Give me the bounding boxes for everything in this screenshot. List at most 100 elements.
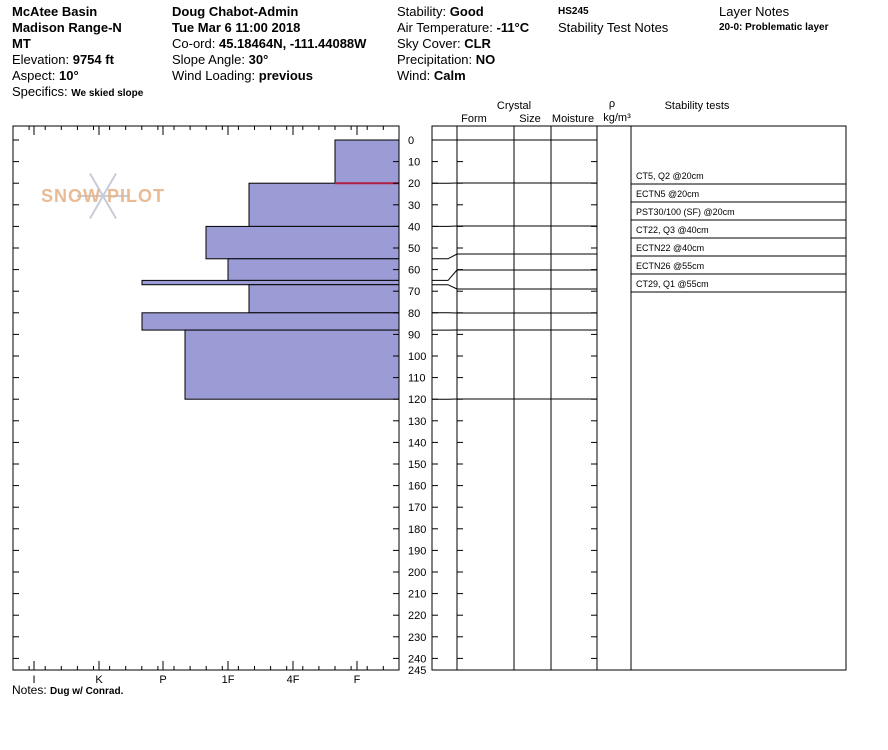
sky-cover-row: Sky Cover: CLR: [397, 36, 529, 52]
layer-frame: [431, 125, 847, 671]
coord-row: Co-ord: 45.18464N, -111.44088W: [172, 36, 366, 52]
density-unit-header: kg/m³: [603, 112, 631, 124]
depth-max-label: 245: [408, 665, 426, 677]
depth-label: 200: [408, 567, 426, 579]
notes-label: Notes:: [12, 683, 47, 697]
aspect-value: 10°: [58, 68, 79, 83]
depth-label: 180: [408, 524, 426, 536]
hs-value: HS245: [558, 6, 589, 17]
elevation-label: Elevation:: [12, 52, 70, 67]
stability-test-entry: CT5, Q2 @20cm: [636, 171, 704, 181]
form-header: Form: [461, 113, 487, 125]
location-block: McAtee Basin Madison Range-N MT Elevatio…: [12, 4, 143, 102]
notes-row: Notes: Dug w/ Conrad.: [12, 683, 123, 697]
stability-test-entry: CT29, Q1 @55cm: [636, 279, 709, 289]
layer-notes-block: Layer Notes 20-0: Problematic layer: [719, 4, 829, 36]
stability-row: Stability: Good: [397, 4, 529, 20]
hardness-layer: [141, 312, 400, 331]
wind-loading-label: Wind Loading:: [172, 68, 256, 83]
aspect-row: Aspect: 10°: [12, 68, 143, 84]
elevation-row: Elevation: 9754 ft: [12, 52, 143, 68]
depth-label: 70: [408, 286, 420, 298]
snowflake-arm: [102, 195, 117, 220]
depth-label: 170: [408, 502, 426, 514]
observer-block: Doug Chabot-Admin Tue Mar 6 11:00 2018 C…: [172, 4, 366, 84]
slope-label: Slope Angle:: [172, 52, 246, 67]
stability-test-entry: ECTN5 @20cm: [636, 189, 699, 199]
depth-label: 10: [408, 157, 420, 169]
depth-label: 100: [408, 351, 426, 363]
air-temp-value: -11°C: [496, 20, 530, 35]
location-name: McAtee Basin: [12, 4, 98, 19]
chart-ticks: [12, 126, 597, 670]
stability-value: Good: [449, 4, 484, 19]
hardness-layer: [227, 258, 400, 281]
depth-label: 210: [408, 589, 426, 601]
stability-test-entry: CT22, Q3 @40cm: [636, 225, 709, 235]
precip-row: Precipitation: NO: [397, 52, 529, 68]
depth-label: 60: [408, 265, 420, 277]
size-header: Size: [519, 113, 540, 125]
depth-label: 190: [408, 545, 426, 557]
depth-label: 20: [408, 178, 420, 190]
hardness-layer: [184, 329, 400, 400]
sky-cover-value: CLR: [464, 36, 491, 51]
snowflake-arm: [89, 195, 104, 220]
slope-row: Slope Angle: 30°: [172, 52, 366, 68]
chart-labels: I K P 1F 4F F 0 10 20 30 40 50 60 70 80 90 100 110 120 130 1…: [32, 98, 729, 686]
depth-label: 230: [408, 632, 426, 644]
precip-value: NO: [475, 52, 496, 67]
depth-label: 120: [408, 394, 426, 406]
coord-label: Co-ord:: [172, 36, 216, 51]
specifics-value: We skied slope: [71, 88, 144, 99]
depth-label: 220: [408, 610, 426, 622]
boundary-connector: [432, 269, 458, 281]
depth-label: 50: [408, 243, 420, 255]
conditions-block: Stability: Good Air Temperature: -11°C S…: [397, 4, 529, 84]
hardness-layer: [248, 284, 400, 314]
specifics-label: Specifics:: [12, 84, 68, 99]
stability-test-notes-label: Stability Test Notes: [558, 20, 669, 35]
hardness-label: 4F: [287, 674, 300, 686]
stability-tests: CT5, Q2 @20cm ECTN5 @20cm PST30/100 (SF) @…: [631, 171, 846, 293]
layer-note: 20-0: Problematic layer: [719, 22, 829, 33]
depth-label: 130: [408, 416, 426, 428]
hardness-layer: [141, 279, 400, 286]
aspect-label: Aspect:: [12, 68, 56, 83]
hardness-label: F: [354, 674, 361, 686]
stability-test-entry: ECTN22 @40cm: [636, 243, 704, 253]
state: MT: [12, 36, 31, 51]
air-temp-label: Air Temperature:: [397, 20, 493, 35]
moisture-header: Moisture: [552, 113, 594, 125]
snowflake-arm: [89, 172, 104, 197]
wind-loading-value: previous: [258, 68, 313, 83]
stability-tests-header: Stability tests: [665, 100, 730, 112]
snowflake-arm: [102, 172, 117, 197]
depth-label: 30: [408, 200, 420, 212]
notes-value: Dug w/ Conrad.: [50, 686, 124, 697]
wind-row: Wind: Calm: [397, 68, 529, 84]
mountain-range: Madison Range-N: [12, 20, 122, 35]
test-notes-block: HS245 Stability Test Notes: [558, 4, 668, 36]
hardness-label: K: [95, 674, 103, 686]
precip-label: Precipitation:: [397, 52, 473, 67]
depth-label: 90: [408, 329, 420, 341]
depth-label: 110: [408, 373, 426, 385]
layer-notes-label: Layer Notes: [719, 4, 790, 19]
slope-value: 30°: [248, 52, 269, 67]
wind-value: Calm: [433, 68, 466, 83]
observer-name: Doug Chabot-Admin: [172, 4, 299, 19]
boundary-connector: [432, 284, 458, 290]
observation-datetime: Tue Mar 6 11:00 2018: [172, 20, 301, 35]
depth-label: 140: [408, 437, 426, 449]
hardness-layer: [248, 182, 400, 227]
stability-test-entry: PST30/100 (SF) @20cm: [636, 207, 735, 217]
stability-label: Stability:: [397, 4, 447, 19]
hardness-layer: [205, 225, 400, 260]
coord-value: 45.18464N, -111.44088W: [218, 36, 367, 51]
depth-label: 150: [408, 459, 426, 471]
boundary-connector: [432, 253, 458, 260]
wind-loading-row: Wind Loading: previous: [172, 68, 366, 84]
rho-header: ρ: [609, 98, 615, 110]
